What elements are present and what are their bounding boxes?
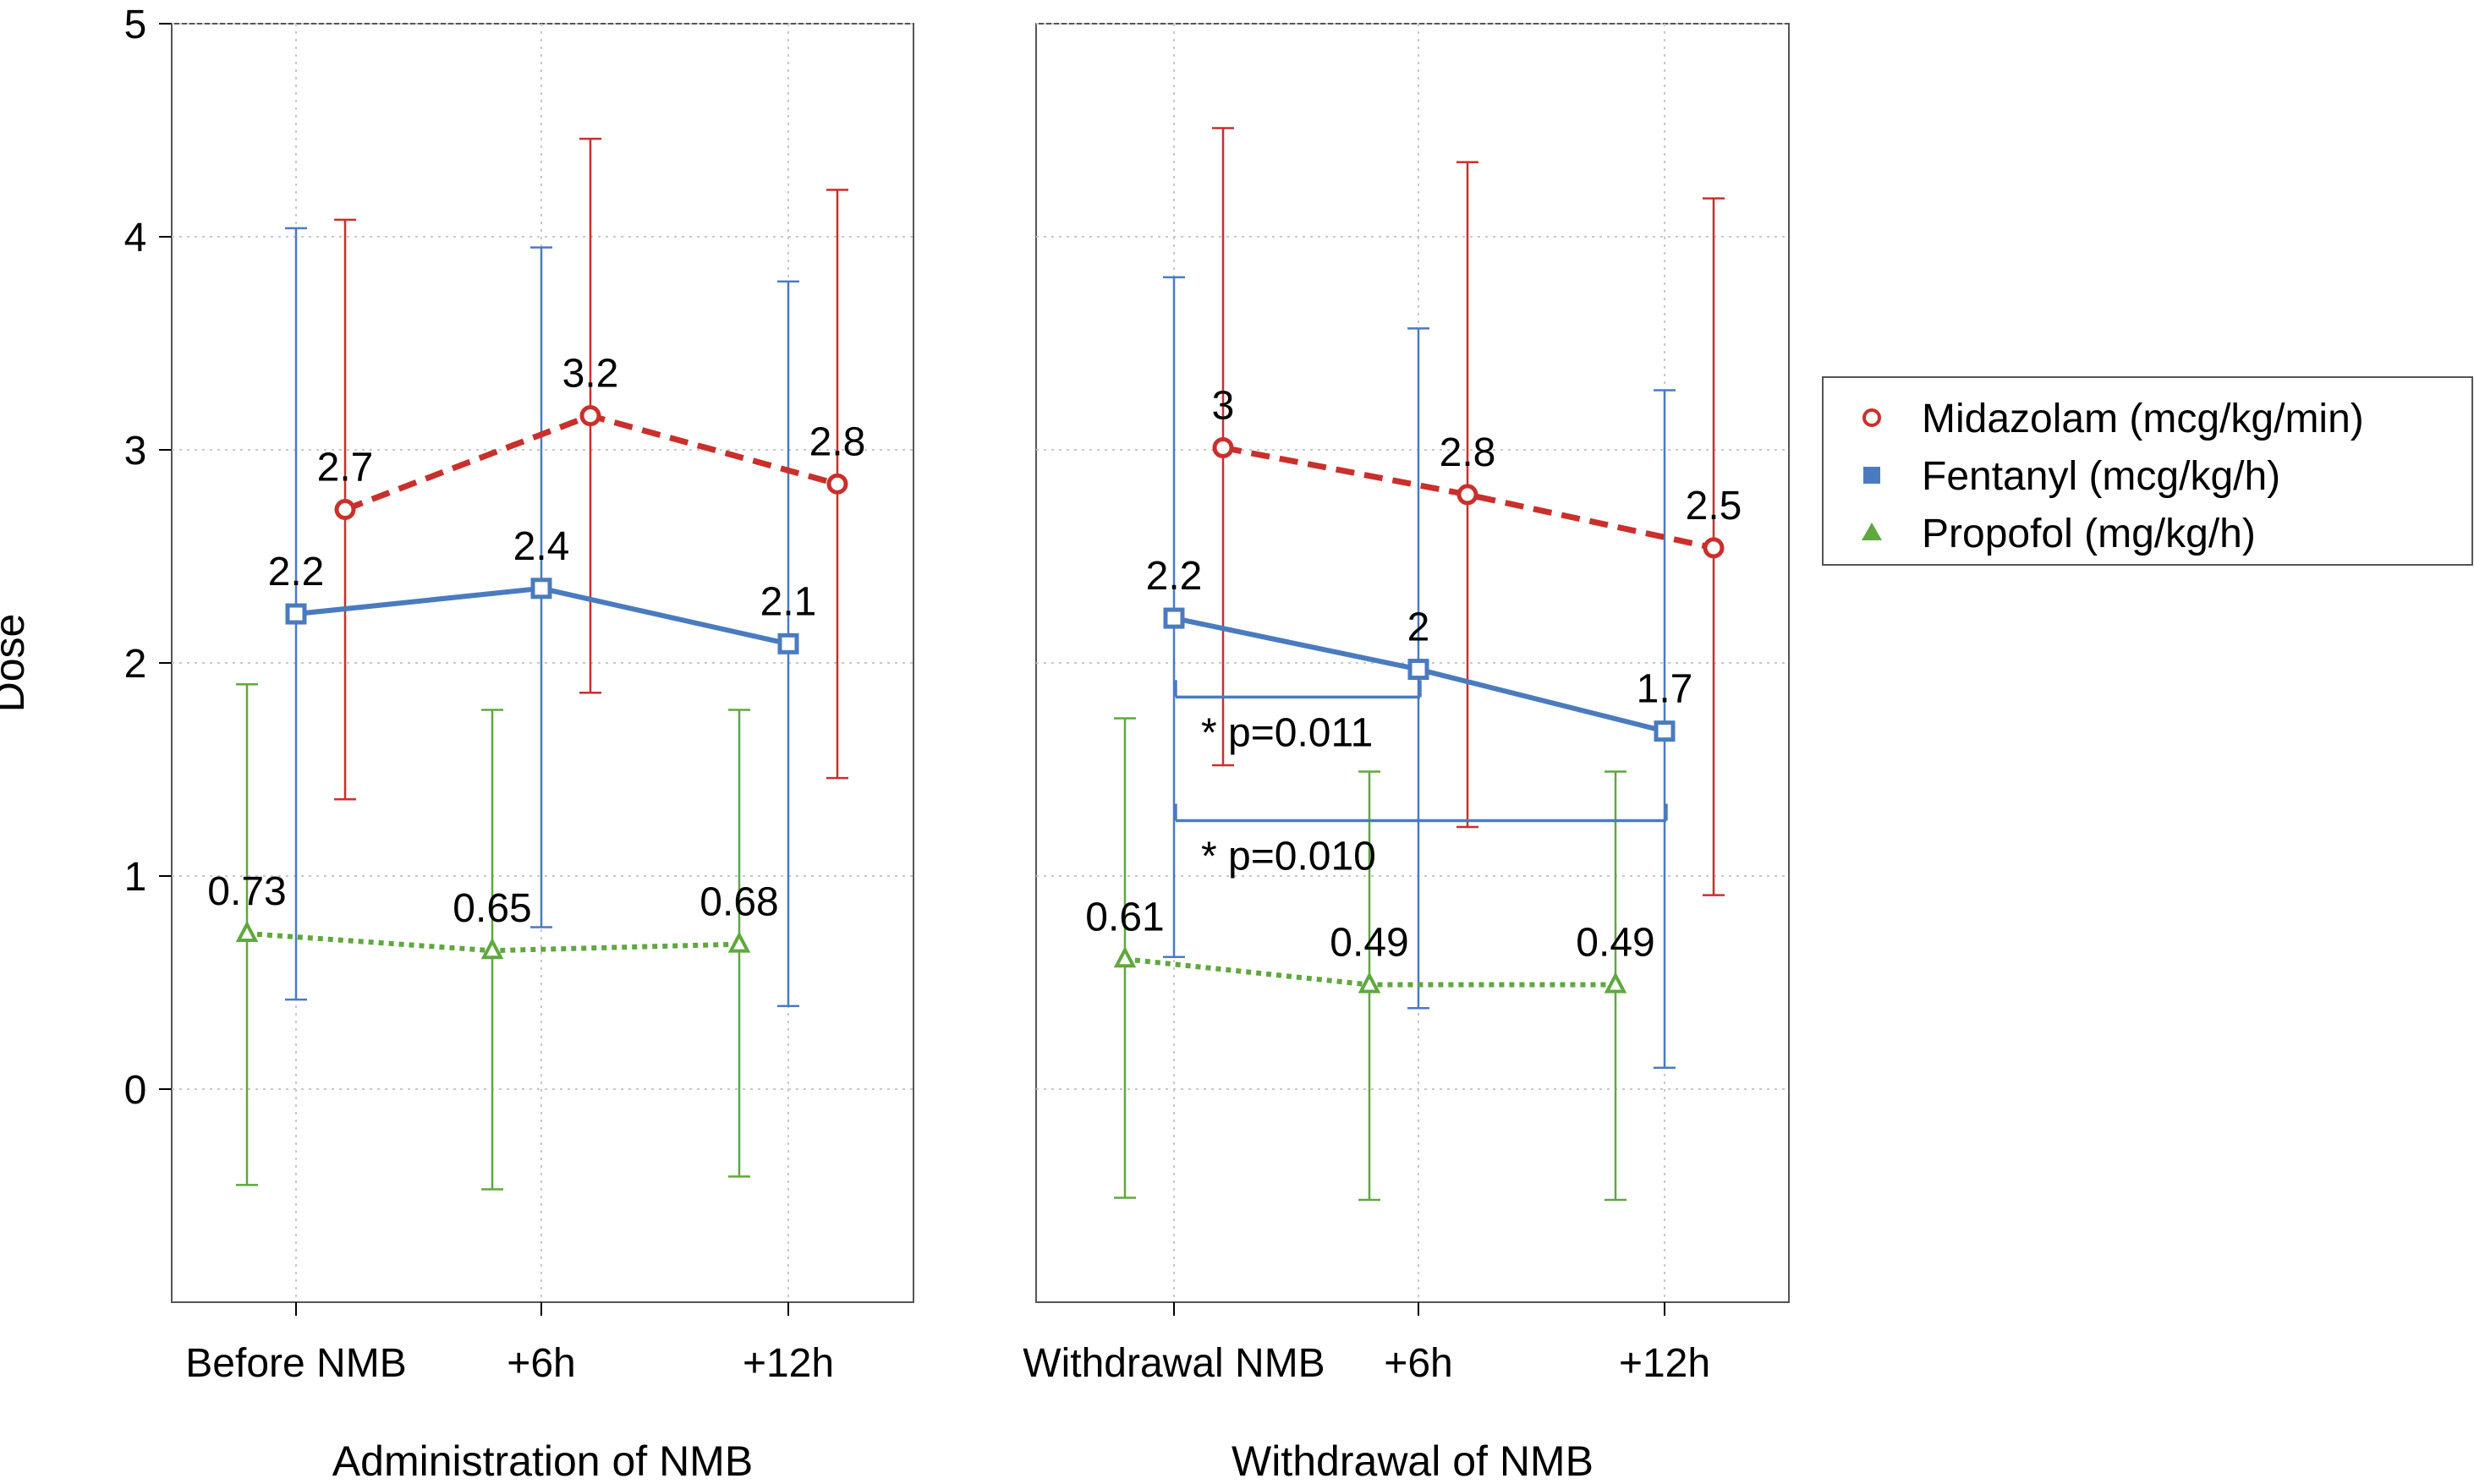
midazolam-series-line: [1222, 445, 1714, 551]
legend: Midazolam (mcg/kg/min) Fentanyl (mcg/kg/h…: [1822, 376, 2473, 566]
midazolam-data-label: 2.8: [809, 419, 866, 464]
y-axis-title: Dose: [0, 614, 33, 713]
propofol-point: [1113, 945, 1137, 968]
fentanyl-data-label: 2.1: [760, 579, 817, 624]
propofol-point: [235, 920, 259, 943]
fentanyl-data-label: 2.2: [268, 550, 325, 594]
propofol-data-label: 0.61: [1085, 895, 1164, 939]
midazolam-data-label: 3: [1212, 383, 1235, 428]
legend-marker-midazolam: [1862, 408, 1881, 427]
fentanyl-point: [777, 632, 799, 654]
propofol-point: [1604, 972, 1627, 994]
x-tick-label: Before NMB: [185, 1341, 406, 1386]
significance-label: * p=0.010: [1201, 834, 1376, 879]
significance-label: * p=0.011: [1201, 710, 1373, 755]
x-tick-label: +6h: [507, 1341, 575, 1386]
midazolam-data-label: 2.5: [1686, 484, 1742, 528]
midazolam-data-label: 2.8: [1440, 430, 1496, 475]
y-tick-label: 1: [124, 855, 147, 900]
fentanyl-data-label: 2.4: [513, 524, 570, 569]
propofol-point: [727, 931, 751, 953]
midazolam-point: [1703, 537, 1725, 559]
y-axis: 0 1 2 3 4 5: [124, 3, 172, 1113]
legend-box: [1822, 376, 2473, 566]
x-axis-title: Withdrawal of NMB: [1232, 1437, 1594, 1484]
x-axis-title: Administration of NMB: [332, 1437, 753, 1484]
fentanyl-point: [530, 578, 552, 600]
midazolam-data-label: 2.7: [317, 446, 374, 490]
y-tick-label: 5: [124, 3, 147, 47]
midazolam-data-label: 3.2: [562, 352, 619, 397]
legend-marker-propofol: [1862, 523, 1882, 540]
fentanyl-point: [1407, 659, 1429, 681]
propofol-data-label: 0.68: [699, 880, 778, 925]
propofol-data-label: 0.73: [207, 869, 286, 914]
plot-frame: [171, 23, 914, 1303]
x-tick-label: +6h: [1384, 1341, 1452, 1386]
midazolam-point: [334, 499, 356, 521]
y-tick-label: 0: [124, 1068, 147, 1113]
legend-label-midazolam: Midazolam (mcg/kg/min): [1922, 397, 2364, 441]
propofol-data-label: 0.49: [1576, 921, 1654, 966]
fentanyl-data-label: 2: [1407, 605, 1430, 650]
fentanyl-point: [285, 603, 307, 625]
x-tick-label: +12h: [743, 1341, 834, 1386]
fentanyl-data-label: 2.2: [1146, 554, 1203, 599]
legend-label-fentanyl: Fentanyl (mcg/kg/h): [1922, 454, 2280, 499]
legend-label-propofol: Propofol (mg/kg/h): [1922, 512, 2256, 556]
panel-administration: Before NMB +6h +12h Administration of NMB 2.…: [171, 23, 914, 1484]
fentanyl-data-label: 1.7: [1637, 667, 1693, 712]
x-tick-label: +12h: [1619, 1341, 1710, 1386]
fentanyl-point: [1654, 720, 1676, 742]
y-tick-label: 2: [124, 642, 147, 687]
y-tick-label: 4: [124, 216, 147, 260]
midazolam-point: [1212, 436, 1234, 458]
legend-marker-fentanyl: [1863, 467, 1880, 484]
propofol-point: [1358, 972, 1381, 994]
midazolam-point: [826, 473, 848, 495]
midazolam-point: [1456, 484, 1478, 506]
midazolam-point: [579, 405, 601, 427]
x-tick-label: Withdrawal NMB: [1023, 1341, 1325, 1386]
propofol-point: [480, 937, 504, 960]
y-tick-label: 3: [124, 429, 147, 474]
propofol-data-label: 0.49: [1330, 921, 1408, 966]
panel-withdrawal: Withdrawal NMB +6h +12h Withdrawal of NMB * …: [1023, 23, 1790, 1484]
propofol-data-label: 0.65: [453, 886, 531, 931]
fentanyl-point: [1163, 607, 1185, 629]
